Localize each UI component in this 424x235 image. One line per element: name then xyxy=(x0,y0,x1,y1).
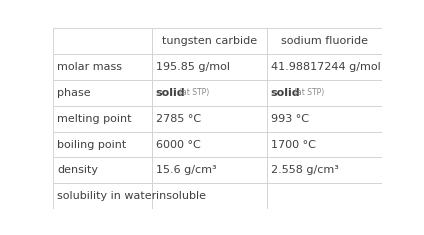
Bar xyxy=(53,28,151,54)
Text: density: density xyxy=(57,165,98,175)
Text: molar mass: molar mass xyxy=(57,62,122,72)
Bar xyxy=(267,106,382,132)
Bar xyxy=(151,132,267,157)
Bar xyxy=(53,157,151,183)
Text: (at STP): (at STP) xyxy=(294,88,324,97)
Text: 41.98817244 g/mol: 41.98817244 g/mol xyxy=(271,62,380,72)
Bar xyxy=(267,80,382,106)
Bar xyxy=(267,54,382,80)
Bar xyxy=(151,157,267,183)
Bar xyxy=(151,28,267,54)
Text: solid: solid xyxy=(271,88,300,98)
Text: (at STP): (at STP) xyxy=(179,88,209,97)
Text: 2.558 g/cm³: 2.558 g/cm³ xyxy=(271,165,338,175)
Bar xyxy=(151,80,267,106)
Text: solubility in water: solubility in water xyxy=(57,191,156,201)
Bar xyxy=(267,28,382,54)
Text: 15.6 g/cm³: 15.6 g/cm³ xyxy=(156,165,216,175)
Text: sodium fluoride: sodium fluoride xyxy=(281,36,368,46)
Text: 1700 °C: 1700 °C xyxy=(271,140,315,149)
Bar xyxy=(267,183,382,209)
Bar xyxy=(53,106,151,132)
Text: 195.85 g/mol: 195.85 g/mol xyxy=(156,62,229,72)
Text: boiling point: boiling point xyxy=(57,140,126,149)
Bar xyxy=(53,183,151,209)
Text: 6000 °C: 6000 °C xyxy=(156,140,200,149)
Text: 993 °C: 993 °C xyxy=(271,114,309,124)
Bar xyxy=(267,157,382,183)
Bar xyxy=(53,80,151,106)
Bar xyxy=(151,106,267,132)
Text: tungsten carbide: tungsten carbide xyxy=(162,36,257,46)
Text: insoluble: insoluble xyxy=(156,191,206,201)
Text: 2785 °C: 2785 °C xyxy=(156,114,201,124)
Text: melting point: melting point xyxy=(57,114,131,124)
Bar xyxy=(267,132,382,157)
Bar xyxy=(151,54,267,80)
Bar xyxy=(53,132,151,157)
Bar xyxy=(151,183,267,209)
Text: phase: phase xyxy=(57,88,91,98)
Bar xyxy=(53,54,151,80)
Text: solid: solid xyxy=(156,88,185,98)
